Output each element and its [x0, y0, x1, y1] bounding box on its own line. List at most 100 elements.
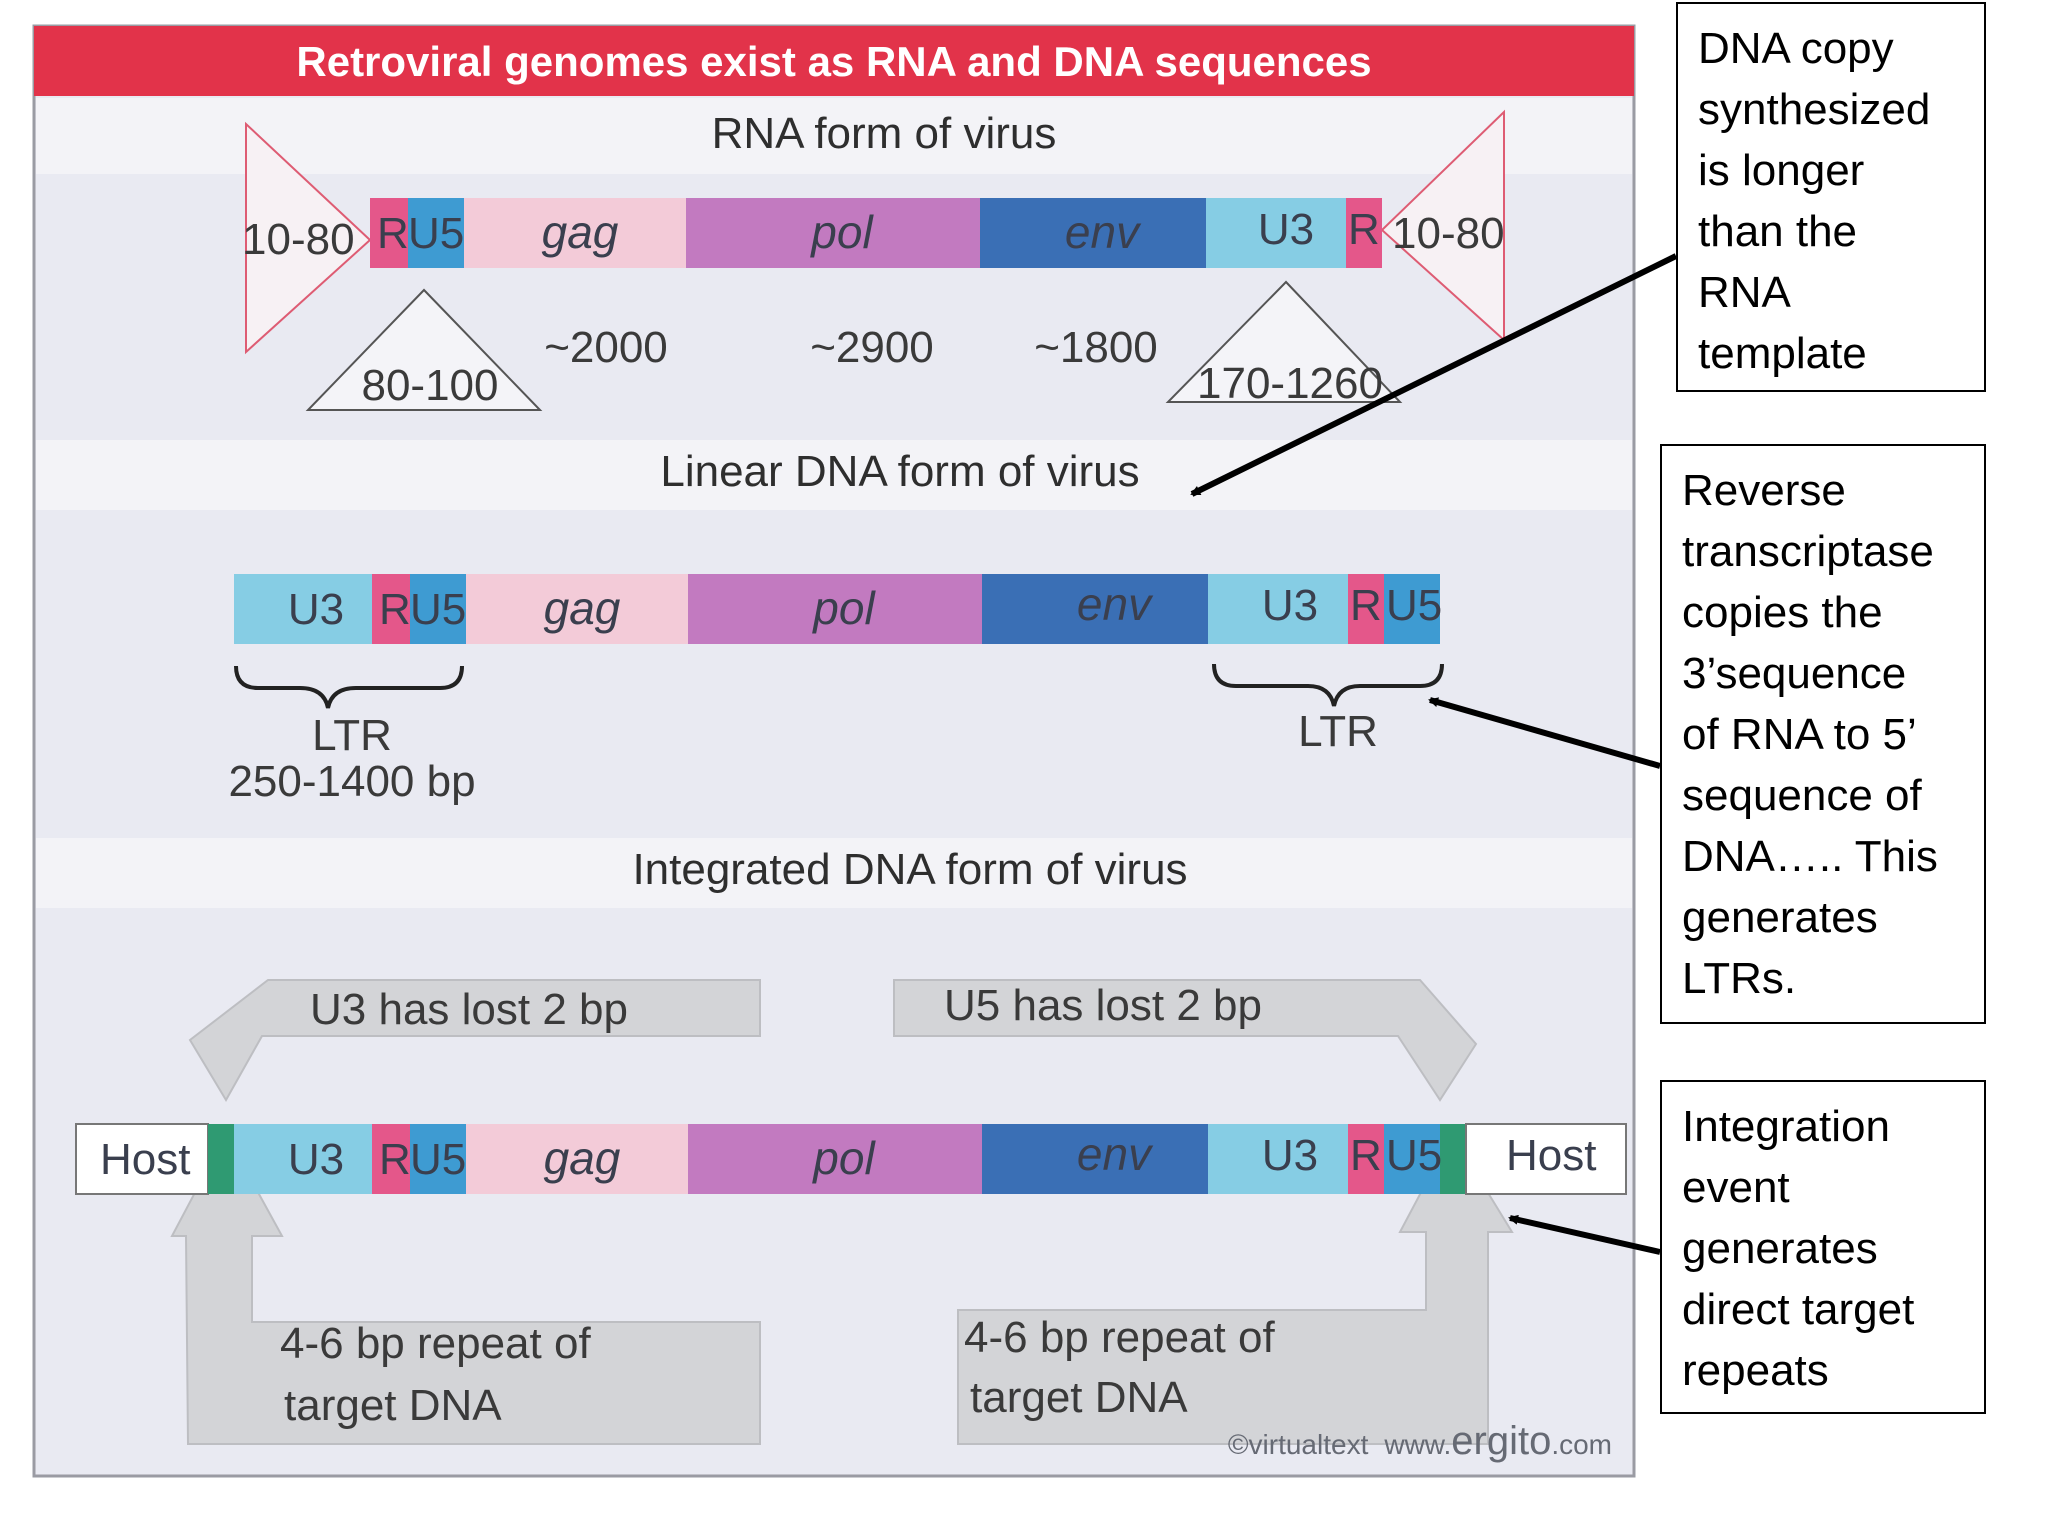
lin-seg-r-left: [372, 574, 410, 644]
int-label-r-right: R: [1350, 1131, 1382, 1180]
lin-label-u5-left: U5: [410, 585, 466, 634]
rna-section-band: [36, 98, 1632, 174]
int-label-u5-right: U5: [1386, 1131, 1442, 1180]
linear-section-band: [36, 440, 1632, 510]
u3-lost-arrow: [188, 979, 761, 1102]
rna-right-cap-cone: [1380, 109, 1505, 343]
lin-seg-env: [982, 574, 1208, 644]
rna-seg-u3: [1206, 198, 1346, 268]
lin-label-env: env: [1077, 578, 1154, 630]
title-bar: [34, 26, 1634, 96]
int-seg-u5-left: [410, 1124, 466, 1194]
right-repeat-arrow: [957, 1131, 1514, 1445]
lin-seg-pol: [688, 574, 982, 644]
gag-length-label: ~2000: [544, 323, 668, 372]
left-repeat-label-line1: 4-6 bp repeat of: [280, 1319, 591, 1368]
right-ltr-brace: [1212, 663, 1444, 707]
rna-seg-gag: [464, 198, 686, 268]
int-seg-r-left: [372, 1124, 410, 1194]
int-seg-gag: [466, 1124, 688, 1194]
lin-seg-gag: [466, 574, 688, 644]
int-seg-u3-left: [234, 1124, 372, 1194]
left-ltr-brace: [234, 665, 464, 709]
rna-label-r-left: R: [377, 209, 409, 258]
rna-seg-env: [980, 198, 1206, 268]
int-seg-env: [982, 1124, 1208, 1194]
int-seg-target-repeat-left: [208, 1124, 234, 1194]
int-seg-pol: [688, 1124, 982, 1194]
int-label-host-right: Host: [1506, 1131, 1596, 1180]
u5-length-triangle: [305, 288, 543, 411]
int-seg-host-right: [1465, 1123, 1627, 1195]
lin-label-pol: pol: [811, 582, 876, 634]
rna-seg-r-left: [370, 198, 408, 268]
rna-left-cap-cone: [245, 121, 372, 355]
left-repeat-label-line2: target DNA: [284, 1381, 502, 1430]
bottom-callout-pointer: [1508, 1214, 1661, 1255]
lin-seg-u3-right: [1208, 574, 1348, 644]
rna-left-cap-length: 10-80: [242, 215, 355, 264]
u3-length-triangle: [1165, 280, 1403, 403]
bottom-callout: Integration event generates direct targe…: [1660, 1080, 1986, 1414]
integrated-section-title: Integrated DNA form of virus: [632, 845, 1187, 894]
int-label-r-left: R: [379, 1135, 411, 1184]
lin-label-gag: gag: [544, 582, 621, 634]
lin-seg-r-right: [1348, 574, 1384, 644]
u5-lost-arrow: [893, 979, 1478, 1102]
int-label-host-left: Host: [100, 1135, 190, 1184]
right-repeat-label-line2: target DNA: [970, 1373, 1188, 1422]
rna-right-cap-length: 10-80: [1392, 209, 1505, 258]
lin-seg-u5-left: [410, 574, 466, 644]
rna-seg-u5: [408, 198, 464, 268]
lin-seg-u5-right: [1384, 574, 1440, 644]
right-ltr-label: LTR: [1298, 707, 1378, 756]
rna-label-env: env: [1065, 206, 1142, 258]
u5-length-label: 80-100: [361, 361, 498, 410]
left-ltr-label: LTR: [312, 711, 392, 760]
int-seg-r-right: [1348, 1124, 1384, 1194]
int-label-pol: pol: [811, 1132, 876, 1184]
lin-label-u5-right: U5: [1386, 581, 1442, 630]
rna-label-u5: U5: [408, 209, 464, 258]
integrated-dna-bar: Host U3 R U5 gag pol env U3 R U5 Host: [75, 1123, 1627, 1195]
u3-length-label: 170-1260: [1197, 359, 1383, 408]
int-seg-u3-right: [1208, 1124, 1348, 1194]
int-seg-target-repeat-right: [1440, 1124, 1466, 1194]
u3-lost-label: U3 has lost 2 bp: [310, 985, 628, 1034]
int-label-u5-left: U5: [410, 1135, 466, 1184]
linear-dna-bar: U3 R U5 gag pol env U3 R U5: [234, 574, 1442, 644]
watermark: ©virtualtext www.ergito.com: [1228, 1419, 1612, 1463]
linear-section-title: Linear DNA form of virus: [660, 447, 1139, 496]
middle-callout: Reverse transcriptase copies the 3’seque…: [1660, 444, 1986, 1024]
pol-length-label: ~2900: [810, 323, 934, 372]
lin-label-r-left: R: [379, 585, 411, 634]
figure-title: Retroviral genomes exist as RNA and DNA …: [296, 38, 1371, 85]
left-ltr-length: 250-1400 bp: [228, 757, 475, 806]
int-seg-u5-right: [1384, 1124, 1440, 1194]
rna-label-r-right: R: [1348, 205, 1380, 254]
rna-genome-bar: R U5 gag pol env U3 R: [370, 198, 1382, 268]
rna-section-title: RNA form of virus: [712, 109, 1057, 158]
rna-seg-r-right: [1346, 198, 1382, 268]
top-callout: DNA copy synthesized is longer than the …: [1676, 2, 1986, 392]
rna-label-pol: pol: [809, 206, 874, 258]
middle-callout-pointer: [1428, 697, 1661, 769]
int-label-gag: gag: [544, 1132, 621, 1184]
rna-label-u3: U3: [1258, 205, 1314, 254]
env-length-label: ~1800: [1034, 323, 1158, 372]
lin-label-u3-left: U3: [288, 585, 344, 634]
int-label-env: env: [1077, 1128, 1154, 1180]
lin-seg-u3-left: [234, 574, 372, 644]
lin-label-u3-right: U3: [1262, 581, 1318, 630]
integrated-section-band: [36, 838, 1632, 908]
int-label-u3-right: U3: [1262, 1131, 1318, 1180]
u5-lost-label: U5 has lost 2 bp: [944, 981, 1262, 1030]
top-callout-pointer: [1190, 253, 1678, 497]
int-seg-host-left: [75, 1123, 209, 1195]
left-repeat-arrow: [170, 1131, 761, 1445]
right-repeat-label-line1: 4-6 bp repeat of: [964, 1313, 1275, 1362]
rna-label-gag: gag: [542, 206, 619, 258]
lin-label-r-right: R: [1350, 581, 1382, 630]
int-label-u3-left: U3: [288, 1135, 344, 1184]
